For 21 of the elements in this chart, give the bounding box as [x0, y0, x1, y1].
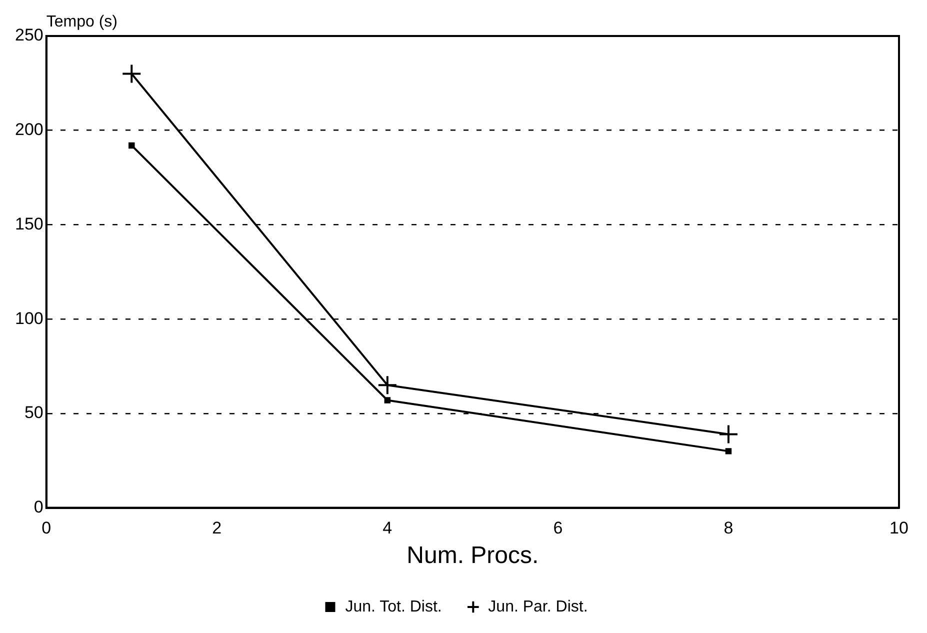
y-tick-label: 250	[14, 26, 44, 45]
point	[122, 64, 142, 84]
point	[725, 448, 732, 454]
y-tick-label: 150	[14, 214, 44, 234]
x-tick-label: 2	[212, 518, 222, 538]
x-tick-label: 4	[382, 518, 392, 538]
y-axis-title: Tempo (s)	[46, 13, 118, 30]
x-tick-label: 6	[553, 518, 563, 538]
point	[384, 397, 391, 404]
legend-label: Jun. Par. Dist.	[488, 598, 588, 616]
point	[377, 375, 398, 396]
y-tick-label: 50	[24, 403, 44, 422]
y-tick-label: 0	[34, 497, 44, 516]
legend-label: Jun. Tot. Dist.	[345, 598, 442, 616]
x-tick-label: 8	[724, 518, 734, 538]
y-tick-label: 200	[14, 120, 44, 140]
x-tick-label: 10	[890, 518, 908, 538]
point	[718, 424, 738, 444]
x-axis-title: Num. Procs.	[406, 542, 539, 570]
y-tick-label: 100	[14, 308, 44, 328]
point	[128, 142, 135, 149]
